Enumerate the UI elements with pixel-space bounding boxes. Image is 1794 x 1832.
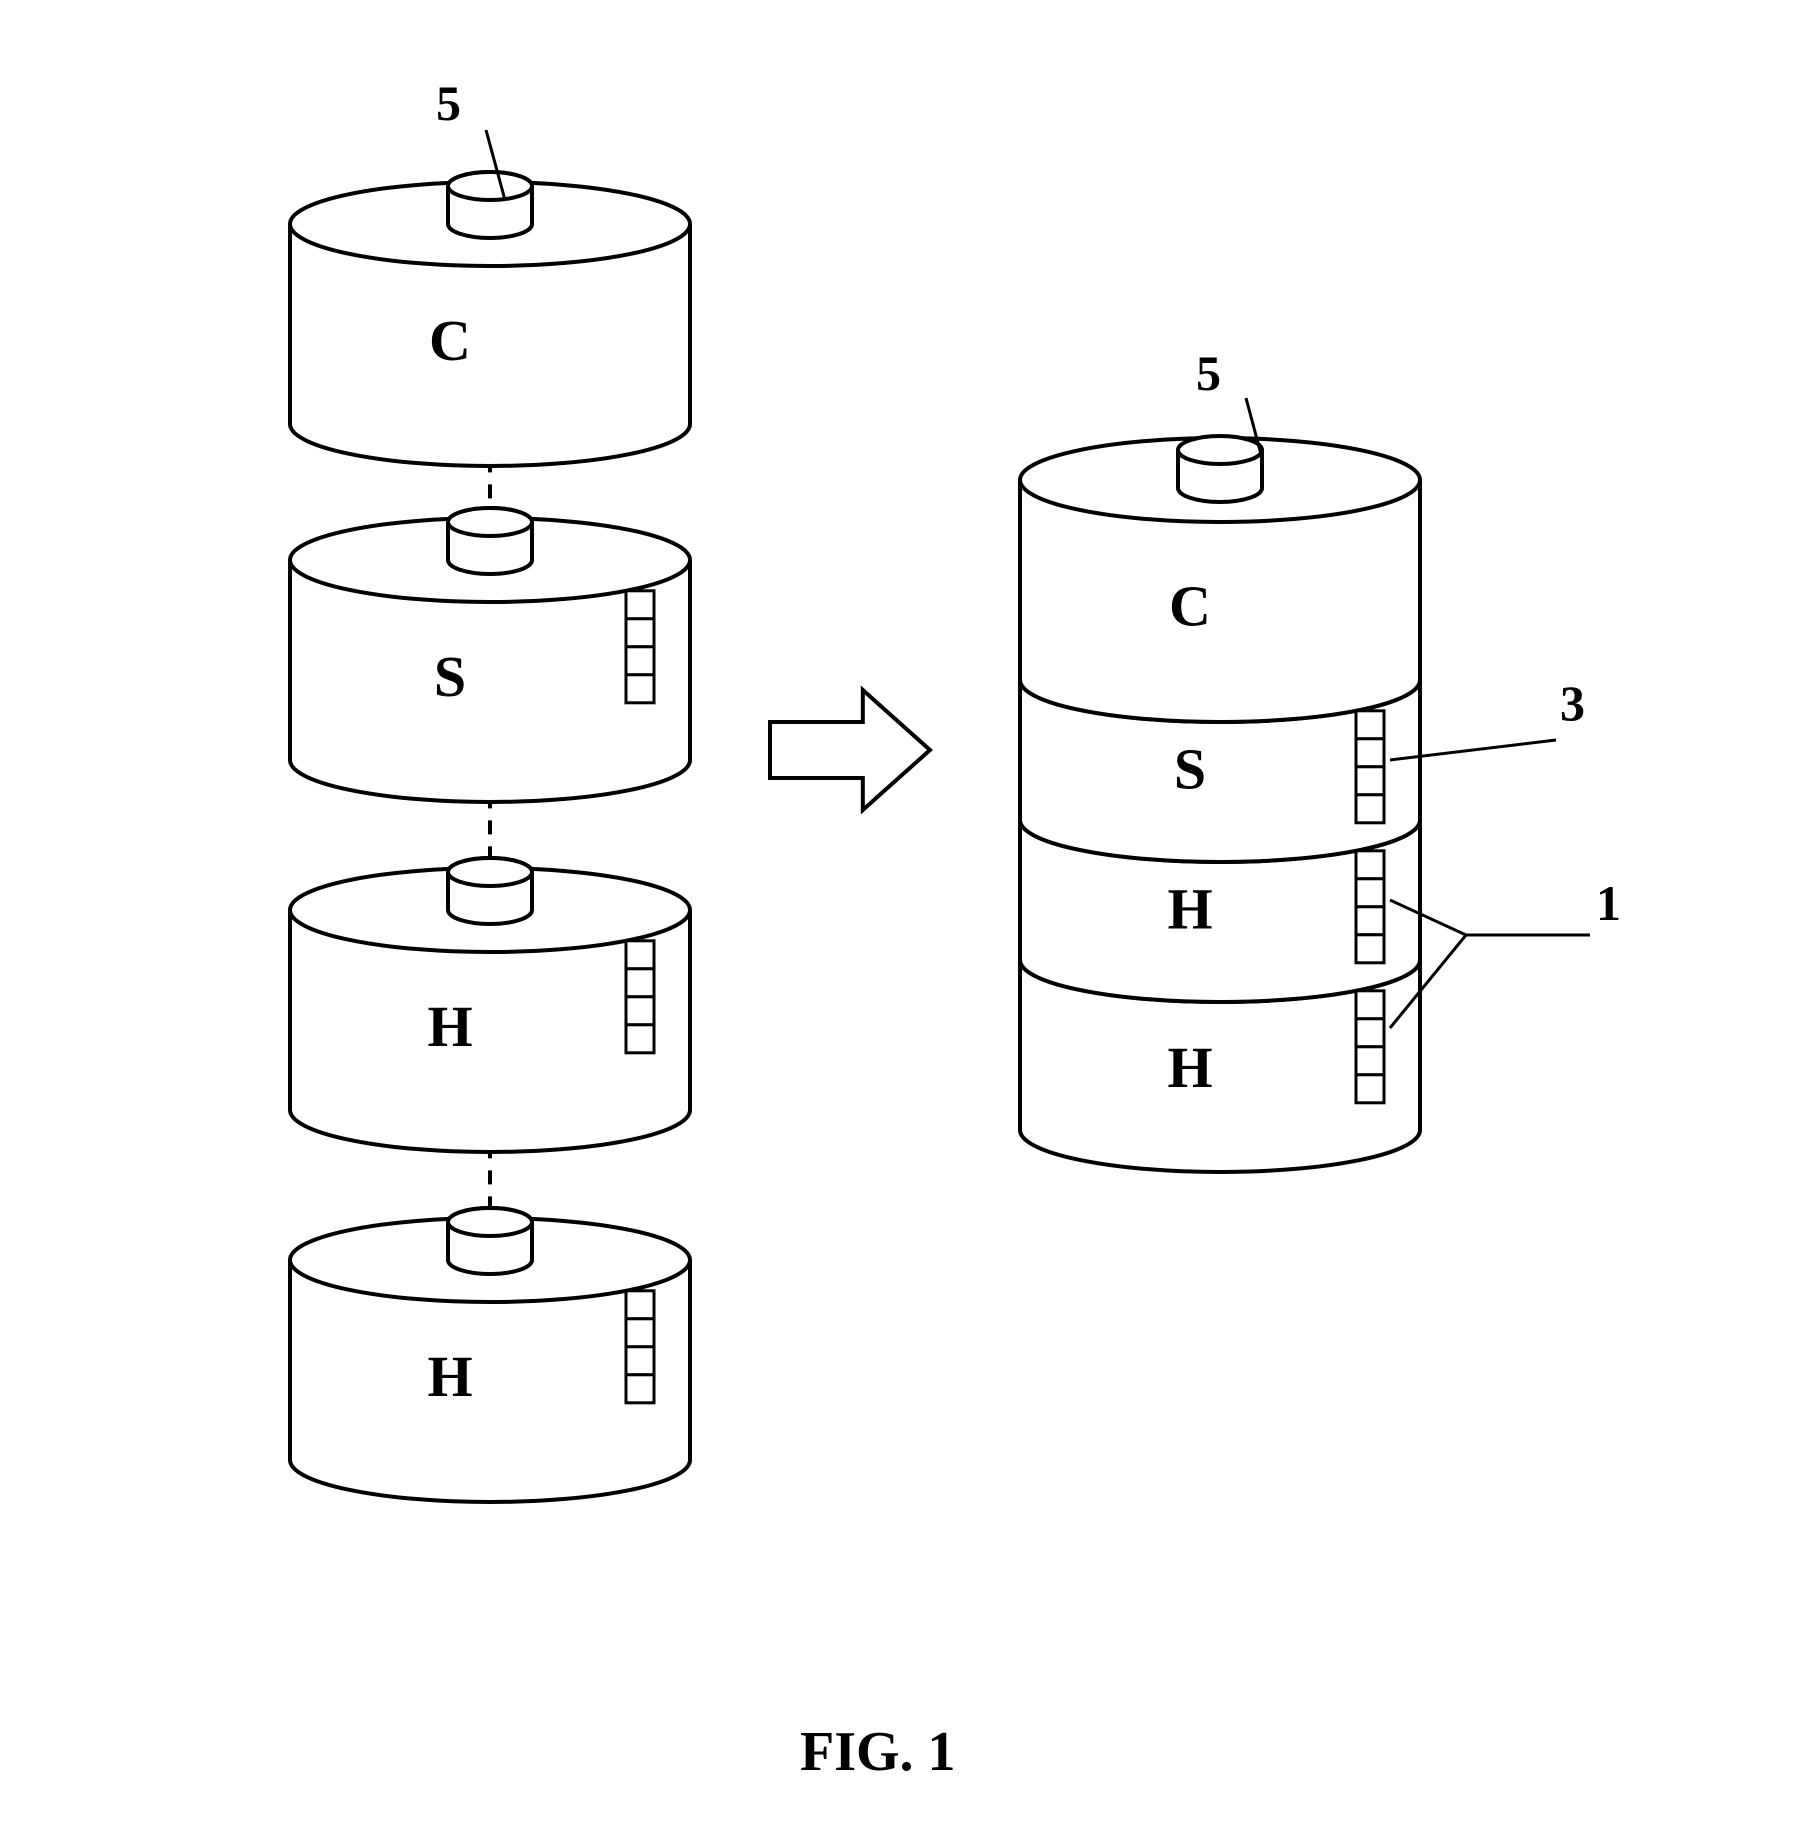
scale-marker <box>626 1291 654 1403</box>
cylinder-label: H <box>427 994 472 1059</box>
callout-number: 1 <box>1596 875 1621 931</box>
cylinder-label: H <box>1167 1035 1212 1100</box>
cap-cylinder <box>448 508 532 574</box>
cap-cylinder <box>448 1208 532 1274</box>
callout-number: 3 <box>1560 675 1585 731</box>
cylinder-label: S <box>434 644 466 709</box>
cap-cylinder <box>448 172 532 238</box>
cylinder-label: H <box>427 1344 472 1409</box>
figure-canvas: C S H H C S H H 5 5 3 1 FIG. 1 <box>0 0 1794 1832</box>
cylinder-label: H <box>1167 877 1212 942</box>
scale-marker <box>1356 991 1384 1103</box>
transition-arrow <box>770 690 930 810</box>
scale-marker <box>1356 851 1384 963</box>
callout-number: 5 <box>1196 345 1221 401</box>
cylinder-label: S <box>1174 737 1206 802</box>
figure-caption: FIG. 1 <box>800 1720 956 1784</box>
diagram-svg: C S H H C S H H 5 5 3 1 <box>0 0 1794 1832</box>
cylinder-label: C <box>429 308 471 373</box>
cap-cylinder <box>448 858 532 924</box>
scale-marker <box>626 591 654 703</box>
cap-cylinder <box>1178 436 1262 502</box>
cylinder-label: C <box>1169 574 1211 639</box>
scale-marker <box>626 941 654 1053</box>
scale-marker <box>1356 711 1384 823</box>
callout-number: 5 <box>436 75 461 131</box>
